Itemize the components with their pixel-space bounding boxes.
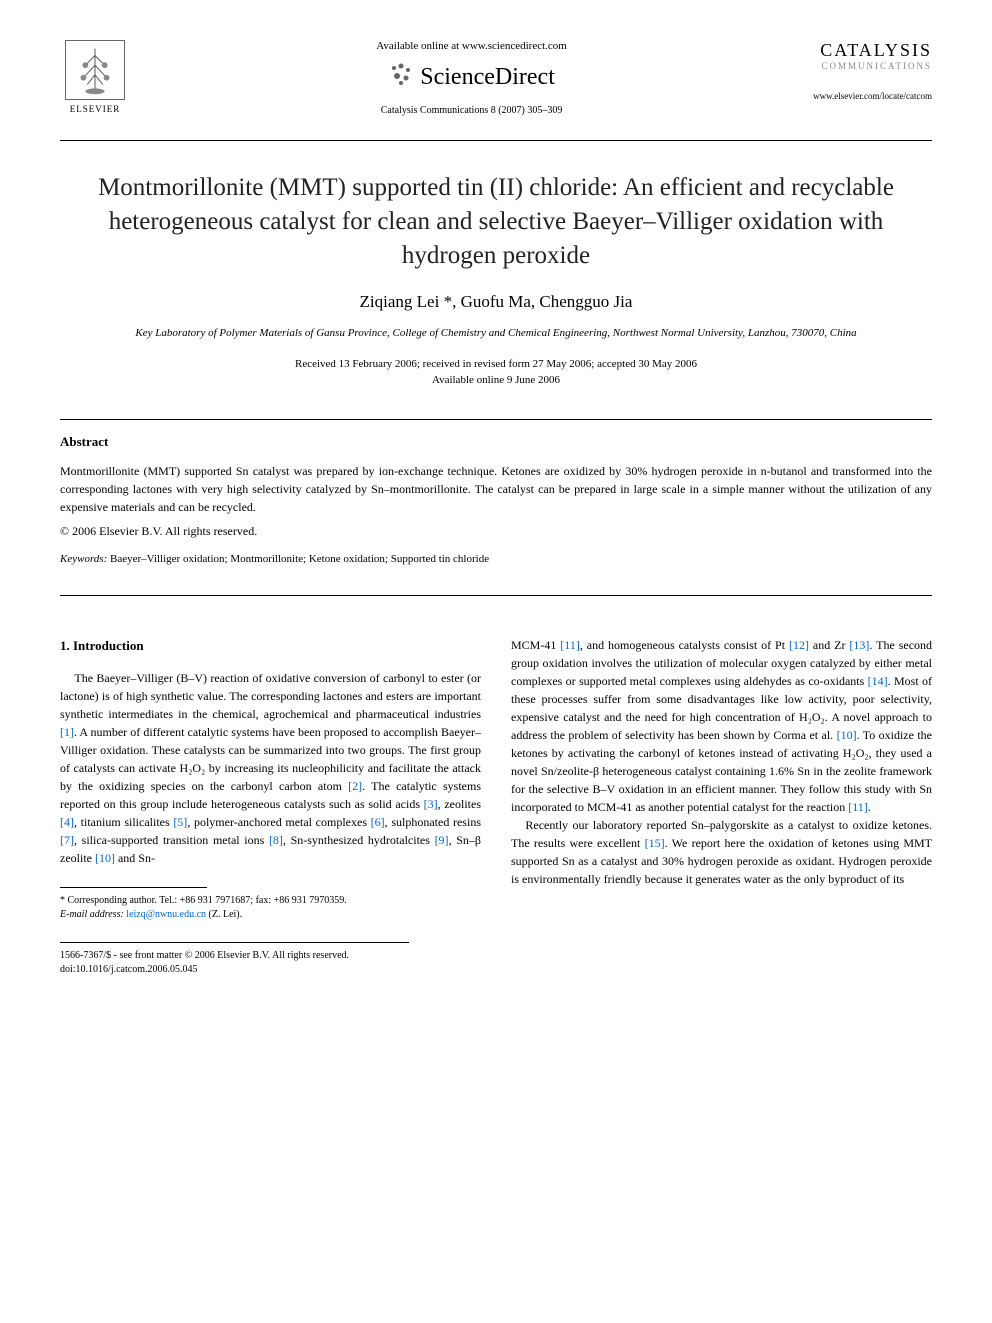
ref-10b[interactable]: [10] bbox=[837, 728, 857, 742]
paper-header: ELSEVIER Available online at www.science… bbox=[60, 40, 932, 120]
intro-paragraph-1-cont: MCM-41 [11], and homogeneous catalysts c… bbox=[511, 636, 932, 816]
ref-11b[interactable]: [11] bbox=[848, 800, 868, 814]
sciencedirect-logo: ScienceDirect bbox=[130, 62, 813, 93]
journal-url: www.elsevier.com/locate/catcom bbox=[813, 91, 932, 101]
elsevier-label: ELSEVIER bbox=[70, 104, 121, 114]
center-header: Available online at www.sciencedirect.co… bbox=[130, 40, 813, 116]
intro-paragraph-1: The Baeyer–Villiger (B–V) reaction of ox… bbox=[60, 669, 481, 867]
publication-dates: Received 13 February 2006; received in r… bbox=[60, 356, 932, 389]
footer-copyright: 1566-7367/$ - see front matter © 2006 El… bbox=[60, 949, 932, 963]
ref-5[interactable]: [5] bbox=[173, 815, 187, 829]
affiliation: Key Laboratory of Polymer Materials of G… bbox=[60, 326, 932, 341]
ref-9[interactable]: [9] bbox=[435, 833, 449, 847]
footer-separator bbox=[60, 942, 409, 943]
ref-6[interactable]: [6] bbox=[371, 815, 385, 829]
elsevier-tree-icon bbox=[65, 40, 125, 100]
elsevier-logo: ELSEVIER bbox=[60, 40, 130, 120]
ref-13[interactable]: [13] bbox=[849, 638, 869, 652]
received-date: Received 13 February 2006; received in r… bbox=[60, 356, 932, 373]
online-date: Available online 9 June 2006 bbox=[60, 372, 932, 389]
journal-subtitle: COMMUNICATIONS bbox=[813, 61, 932, 71]
email-label: E-mail address: bbox=[60, 909, 124, 920]
footnote-separator bbox=[60, 887, 207, 888]
footer-doi: doi:10.1016/j.catcom.2006.05.045 bbox=[60, 963, 932, 977]
email-name: (Z. Lei). bbox=[206, 909, 242, 920]
ref-1[interactable]: [1] bbox=[60, 725, 74, 739]
ref-7[interactable]: [7] bbox=[60, 833, 74, 847]
paper-title: Montmorillonite (MMT) supported tin (II)… bbox=[80, 171, 912, 272]
ref-11[interactable]: [11] bbox=[560, 638, 580, 652]
email-line: E-mail address: leizq@nwnu.edu.cn (Z. Le… bbox=[60, 908, 481, 922]
ref-12[interactable]: [12] bbox=[789, 638, 809, 652]
sciencedirect-text: ScienceDirect bbox=[420, 64, 555, 91]
sd-icon bbox=[388, 62, 414, 93]
keywords: Keywords: Baeyer–Villiger oxidation; Mon… bbox=[60, 553, 932, 565]
abstract-copyright: © 2006 Elsevier B.V. All rights reserved… bbox=[60, 524, 932, 539]
ref-15[interactable]: [15] bbox=[645, 836, 665, 850]
corresponding-author-footnote: * Corresponding author. Tel.: +86 931 79… bbox=[60, 894, 481, 922]
abstract-top-rule bbox=[60, 419, 932, 420]
right-column: MCM-41 [11], and homogeneous catalysts c… bbox=[511, 636, 932, 923]
ref-3[interactable]: [3] bbox=[424, 797, 438, 811]
journal-reference: Catalysis Communications 8 (2007) 305–30… bbox=[130, 105, 813, 116]
ref-10[interactable]: [10] bbox=[95, 851, 115, 865]
journal-logo: CATALYSIS COMMUNICATIONS www.elsevier.co… bbox=[813, 40, 932, 101]
authors: Ziqiang Lei *, Guofu Ma, Chengguo Jia bbox=[60, 292, 932, 312]
email-address[interactable]: leizq@nwnu.edu.cn bbox=[124, 909, 206, 920]
ref-8[interactable]: [8] bbox=[269, 833, 283, 847]
corresponding-author: * Corresponding author. Tel.: +86 931 79… bbox=[60, 894, 481, 908]
abstract-text: Montmorillonite (MMT) supported Sn catal… bbox=[60, 462, 932, 516]
abstract-bottom-rule bbox=[60, 595, 932, 596]
header-rule bbox=[60, 140, 932, 141]
abstract-heading: Abstract bbox=[60, 434, 932, 450]
keywords-label: Keywords: bbox=[60, 553, 107, 565]
available-online-text: Available online at www.sciencedirect.co… bbox=[130, 40, 813, 52]
ref-4[interactable]: [4] bbox=[60, 815, 74, 829]
journal-name: CATALYSIS bbox=[813, 40, 932, 61]
body-columns: 1. Introduction The Baeyer–Villiger (B–V… bbox=[60, 636, 932, 923]
keywords-text: Baeyer–Villiger oxidation; Montmorilloni… bbox=[107, 553, 489, 565]
ref-14[interactable]: [14] bbox=[868, 674, 888, 688]
left-column: 1. Introduction The Baeyer–Villiger (B–V… bbox=[60, 636, 481, 923]
ref-2[interactable]: [2] bbox=[348, 779, 362, 793]
intro-paragraph-2: Recently our laboratory reported Sn–paly… bbox=[511, 816, 932, 888]
footer: 1566-7367/$ - see front matter © 2006 El… bbox=[60, 949, 932, 977]
section-1-heading: 1. Introduction bbox=[60, 636, 481, 656]
